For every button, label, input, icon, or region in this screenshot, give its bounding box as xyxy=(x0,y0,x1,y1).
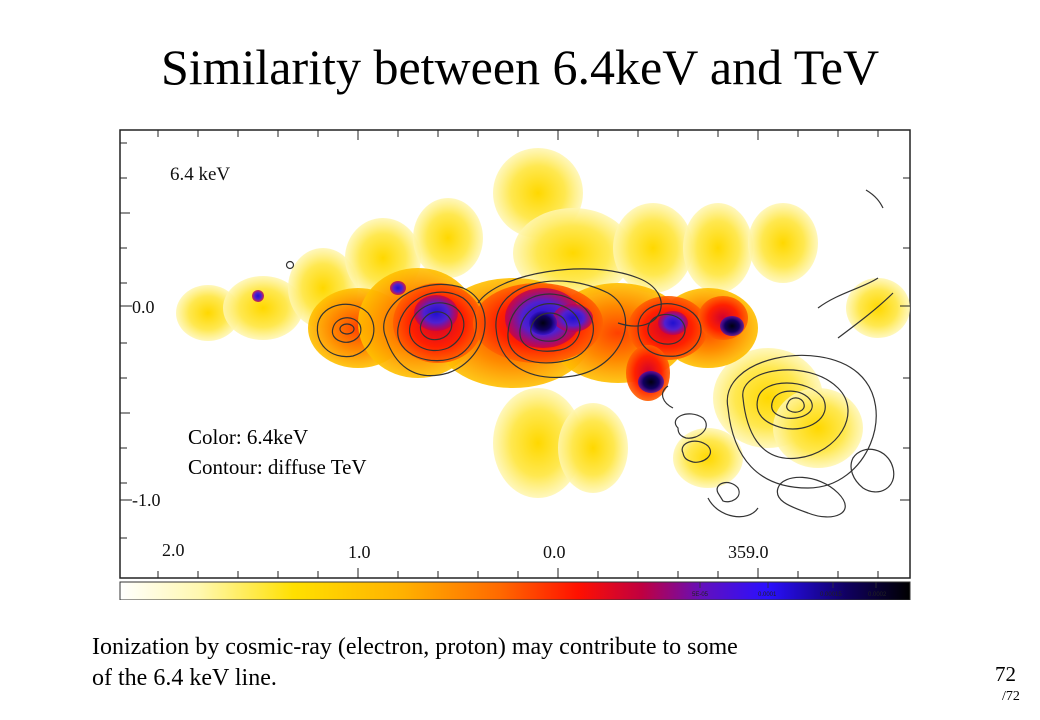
colorbar-tick-label-3: 0.00015 xyxy=(820,592,842,598)
x-tick-label-1: 1.0 xyxy=(348,542,371,562)
tev-contour-layer xyxy=(285,189,895,518)
emission-peak-layer xyxy=(252,281,744,393)
slide-caption: Ionization by cosmic-ray (electron, prot… xyxy=(92,632,932,694)
y-tick-label-neg1: -1.0 xyxy=(132,490,161,510)
caption-line-1: Ionization by cosmic-ray (electron, prot… xyxy=(92,634,738,660)
y-tick-label-0: 0.0 xyxy=(132,297,155,317)
axis-ticks xyxy=(120,130,910,578)
page-number: 72 xyxy=(995,662,1016,686)
x-tick-label-0: 0.0 xyxy=(543,542,566,562)
colorbar-tick-label-2: 0.0001 xyxy=(758,592,777,598)
legend-contour-text: Contour: diffuse TeV xyxy=(188,455,367,479)
emission-faint-layer xyxy=(176,148,910,498)
x-tick-label-2: 2.0 xyxy=(162,540,185,560)
legend-color-text: Color: 6.4keV xyxy=(188,425,308,449)
caption-line-2: of the 6.4 keV line. xyxy=(92,665,277,691)
colorbar-tick-label-4: 0.0002 xyxy=(868,592,887,598)
map-energy-label: 6.4 keV xyxy=(170,164,230,185)
x-tick-label-359: 359.0 xyxy=(728,542,769,562)
colorbar-tick-label-1: 5E-05 xyxy=(692,592,709,598)
intensity-map-figure: 6.4 keV 0.0 -1.0 2.0 1.0 0.0 359.0 Color… xyxy=(118,128,912,600)
slide-title: Similarity between 6.4keV and TeV xyxy=(160,39,880,95)
page-total: /72 xyxy=(1002,689,1020,704)
colorbar xyxy=(119,581,911,600)
